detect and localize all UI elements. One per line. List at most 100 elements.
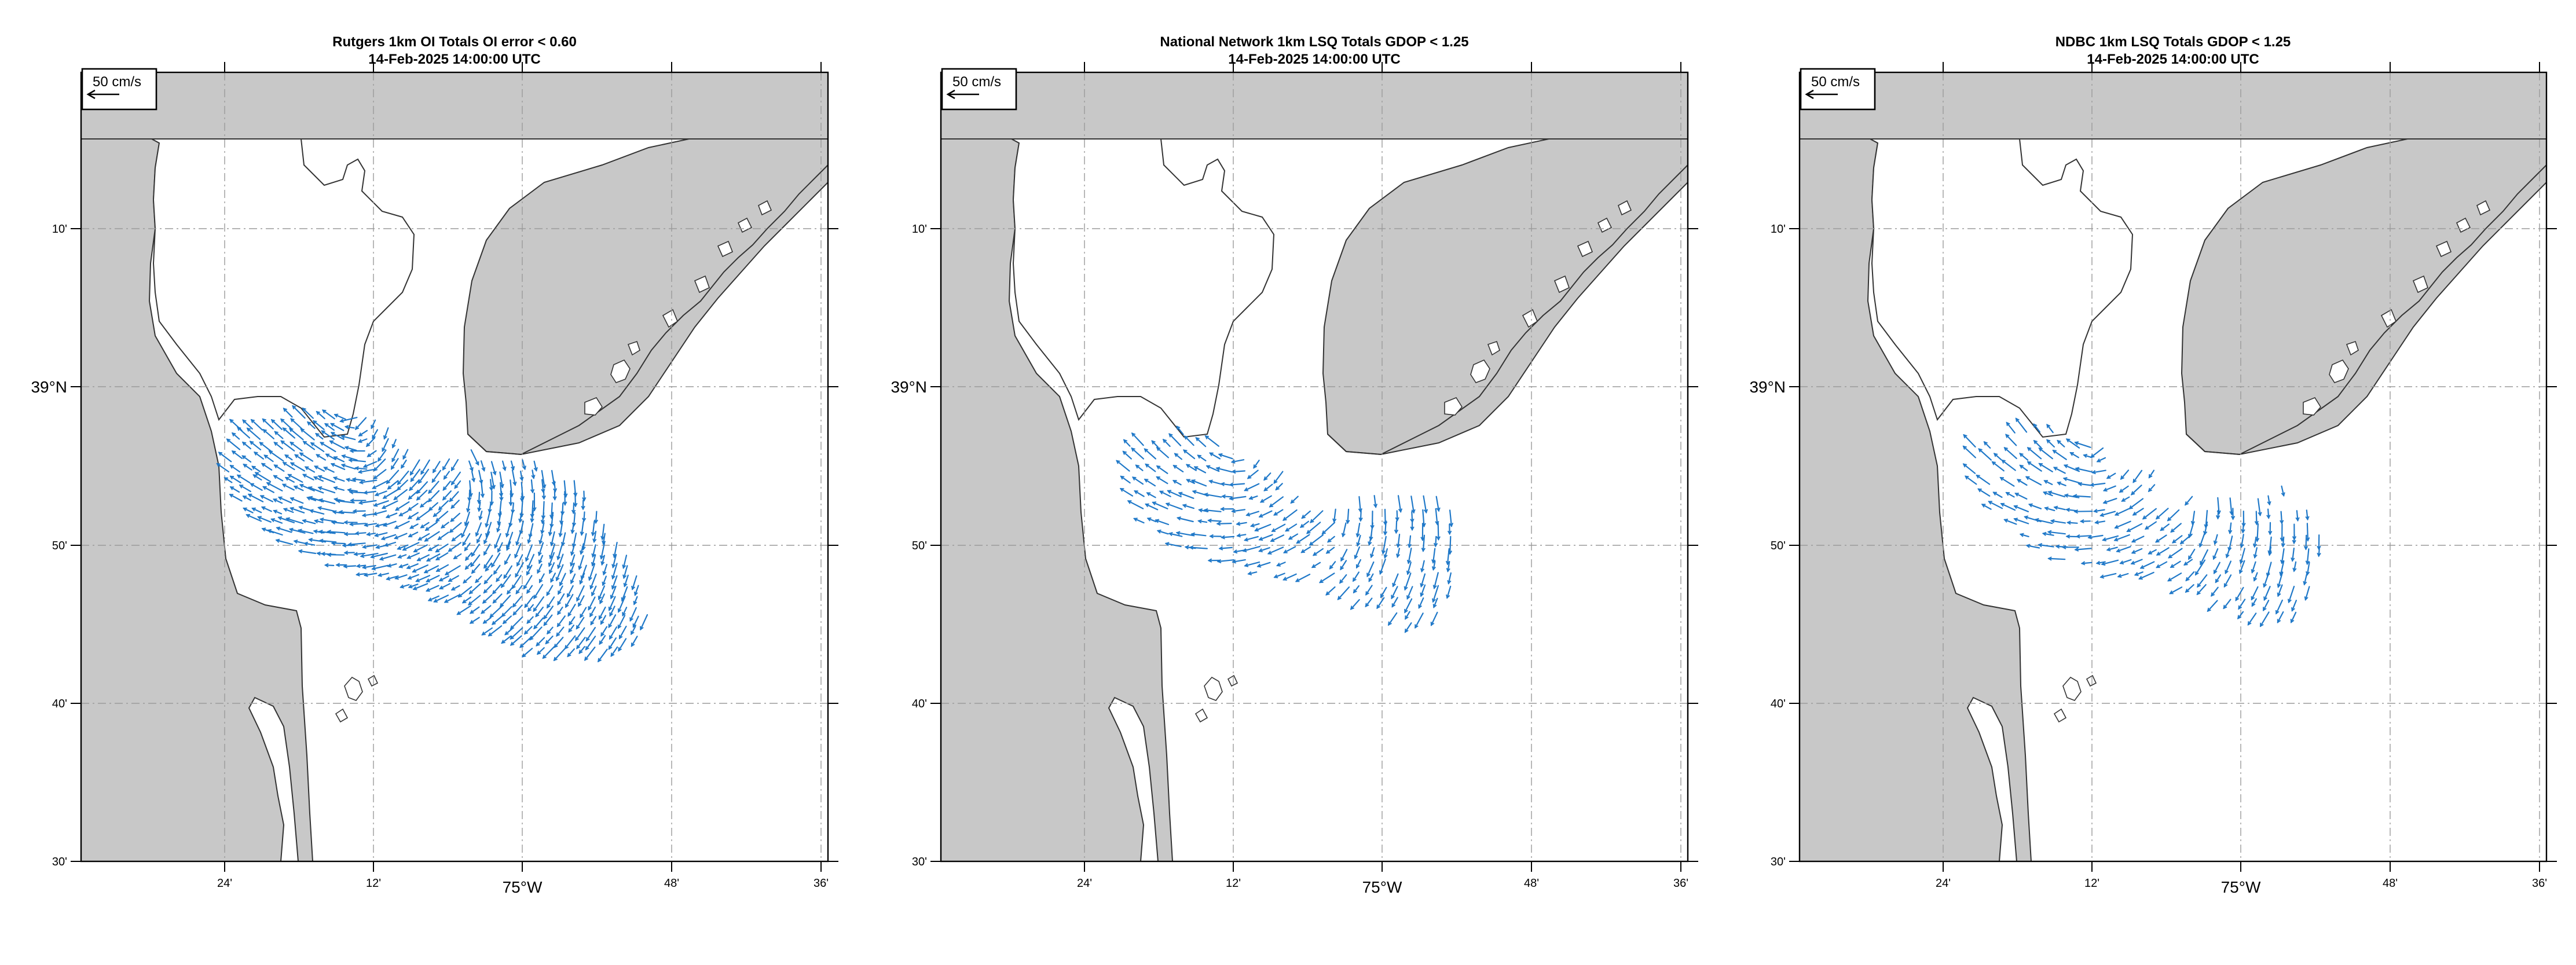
current-vector — [592, 520, 595, 536]
current-vector — [632, 615, 639, 628]
current-vector — [2097, 457, 2106, 463]
current-vector — [632, 575, 637, 590]
current-vector-head — [1168, 433, 1173, 438]
current-vector — [239, 485, 251, 493]
current-vector-head — [2065, 508, 2071, 512]
current-vector-head — [372, 485, 376, 489]
current-vector — [567, 648, 576, 658]
current-vector — [2306, 562, 2310, 575]
current-vector — [549, 521, 553, 536]
current-vector — [426, 585, 439, 592]
current-vector-head — [570, 551, 574, 556]
current-vector — [2290, 611, 2297, 623]
current-vector — [1420, 573, 1426, 588]
current-vector — [1263, 483, 1273, 491]
current-vector — [505, 522, 511, 537]
current-vector — [1135, 464, 1144, 471]
current-vector-head — [592, 538, 597, 544]
current-vector — [1353, 585, 1360, 593]
current-vector-head — [1152, 501, 1157, 506]
current-vector-head — [2019, 453, 2024, 457]
current-vector — [273, 509, 283, 515]
current-vector-head — [435, 518, 440, 522]
current-vector-head — [1164, 542, 1170, 546]
current-vector-head — [608, 623, 613, 629]
current-vector — [1168, 533, 1183, 537]
lon-label: 12' — [1226, 877, 1241, 890]
current-vector — [580, 543, 584, 555]
current-vector — [1209, 452, 1221, 460]
current-vector-head — [1433, 542, 1438, 548]
current-vector — [585, 636, 596, 651]
current-vector-head — [598, 658, 602, 663]
current-vector — [346, 478, 356, 482]
current-vector — [1406, 562, 1412, 575]
current-vector-head — [290, 462, 295, 467]
current-vector-head — [1392, 582, 1397, 588]
current-vector-head — [2185, 501, 2189, 506]
current-vector — [367, 533, 376, 535]
current-vector-head — [524, 603, 529, 608]
current-vector — [316, 454, 326, 461]
current-vector-head — [599, 640, 603, 645]
current-vector — [600, 541, 606, 560]
current-vector — [270, 518, 283, 524]
current-vector-head — [1992, 491, 1998, 496]
current-vector — [1422, 534, 1426, 552]
current-vector — [401, 459, 407, 469]
scale-legend-label: 50 cm/s — [93, 74, 141, 90]
current-vector-head — [290, 441, 294, 446]
current-vector — [394, 520, 410, 529]
current-vector — [1134, 490, 1145, 497]
current-vector — [1116, 460, 1130, 472]
current-vector-head — [247, 493, 252, 498]
current-vector-head — [1353, 577, 1357, 582]
current-vector-head — [395, 507, 400, 511]
current-vector — [573, 502, 575, 514]
current-vector — [589, 606, 596, 617]
current-vector-head — [482, 619, 488, 624]
current-vector-head — [555, 577, 560, 582]
current-vector-head — [321, 430, 325, 435]
current-vector — [2027, 461, 2042, 472]
current-vector — [273, 442, 283, 450]
current-vector-head — [1423, 509, 1428, 514]
current-vector-head — [535, 612, 540, 618]
current-vector — [1983, 441, 1991, 449]
current-vector-head — [1183, 435, 1189, 440]
current-vector — [512, 604, 523, 616]
current-vector — [2156, 508, 2169, 520]
current-vector-head — [375, 523, 380, 528]
marsh-island — [344, 676, 363, 701]
current-vector-head — [1216, 559, 1222, 564]
current-vector — [2318, 546, 2321, 557]
current-vector-head — [463, 579, 467, 584]
current-vector-head — [427, 597, 433, 601]
current-vector-head — [518, 518, 523, 523]
current-vector — [433, 595, 449, 603]
current-vector-head — [571, 509, 576, 515]
marsh-island — [1618, 200, 1632, 216]
current-vector — [1276, 562, 1286, 567]
current-vector-head — [2170, 528, 2175, 533]
current-vector-head — [2013, 505, 2018, 509]
current-vector — [358, 438, 368, 443]
current-vector — [492, 615, 503, 625]
current-vector-head — [2047, 556, 2052, 561]
current-vector-head — [1156, 476, 1160, 480]
current-vector-head — [483, 540, 488, 545]
current-vector — [1253, 460, 1260, 469]
current-vector — [476, 533, 482, 544]
current-vector — [470, 554, 481, 567]
current-vector — [2226, 546, 2231, 558]
current-vector — [424, 531, 440, 542]
current-vector-head — [2043, 480, 2049, 484]
current-vector-head — [423, 569, 428, 574]
current-vector-head — [1406, 570, 1410, 575]
current-vector-head — [259, 442, 263, 446]
current-vector-head — [273, 509, 278, 514]
current-vector-head — [2238, 569, 2243, 574]
current-vector — [480, 460, 485, 472]
current-vector-head — [1383, 554, 1388, 559]
current-vector-head — [387, 563, 392, 568]
